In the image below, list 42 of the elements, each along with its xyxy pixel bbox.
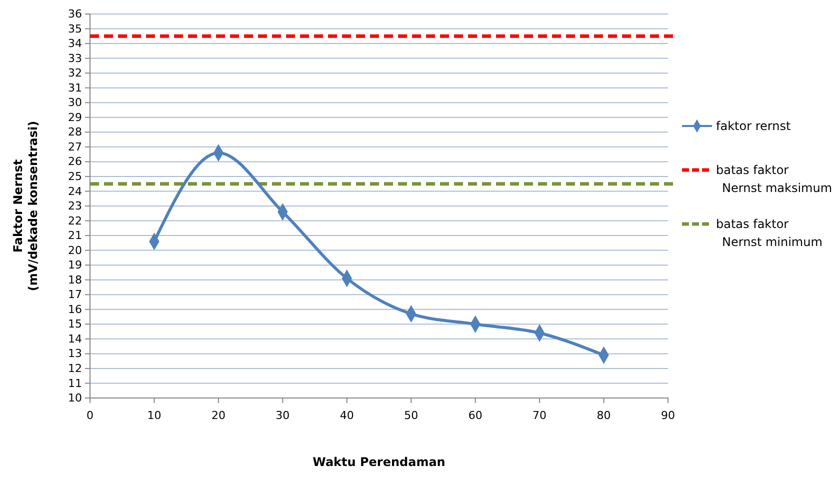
legend-label: batas faktor Nernst maksimum [716, 163, 832, 195]
legend-label: faktor rernst [716, 119, 791, 133]
x-tick-label: 90 [661, 409, 675, 422]
y-tick-label: 14 [68, 332, 82, 346]
x-tick-label: 20 [211, 409, 226, 422]
y-tick-label: 25 [68, 170, 82, 183]
y-tick-label: 28 [68, 126, 82, 139]
y-tick-label: 20 [68, 244, 82, 257]
y-tick-label: 35 [68, 22, 82, 36]
x-tick-label: 80 [596, 409, 611, 422]
y-tick-label: 27 [68, 140, 82, 154]
y-axis-title: Faktor Nernst (mV/dekade konsentrasi) [11, 120, 40, 292]
y-tick-label: 21 [68, 229, 82, 242]
y-tick-label: 12 [68, 362, 82, 375]
y-tick-label: 19 [68, 258, 82, 272]
x-axis-title: Waktu Perendaman [312, 455, 446, 469]
x-tick-label: 30 [276, 409, 290, 422]
y-tick-label: 22 [68, 214, 82, 228]
y-tick-label: 11 [68, 376, 82, 390]
y-tick-label: 16 [68, 302, 82, 316]
legend-label: batas faktor Nernst minimum [716, 217, 822, 249]
y-tick-label: 17 [68, 288, 82, 302]
y-tick-label: 36 [68, 8, 82, 21]
y-tick-label: 23 [68, 200, 82, 213]
x-tick-label: 10 [147, 409, 162, 422]
y-tick-label: 24 [68, 184, 82, 198]
y-tick-label: 13 [68, 347, 82, 360]
y-tick-label: 15 [68, 318, 82, 331]
y-tick-label: 34 [68, 37, 82, 50]
y-tick-label: 32 [68, 66, 82, 80]
y-tick-label: 26 [68, 155, 82, 168]
y-tick-label: 10 [68, 392, 82, 405]
y-tick-label: 33 [68, 52, 82, 65]
x-tick-label: 70 [532, 409, 547, 422]
x-tick-label: 40 [340, 409, 354, 422]
x-tick-label: 0 [86, 409, 94, 422]
x-tick-label: 50 [404, 409, 418, 422]
x-tick-label: 60 [468, 409, 482, 422]
y-tick-label: 30 [68, 96, 82, 110]
y-tick-label: 31 [68, 81, 82, 94]
y-tick-label: 29 [68, 110, 82, 124]
y-tick-label: 18 [68, 273, 82, 286]
